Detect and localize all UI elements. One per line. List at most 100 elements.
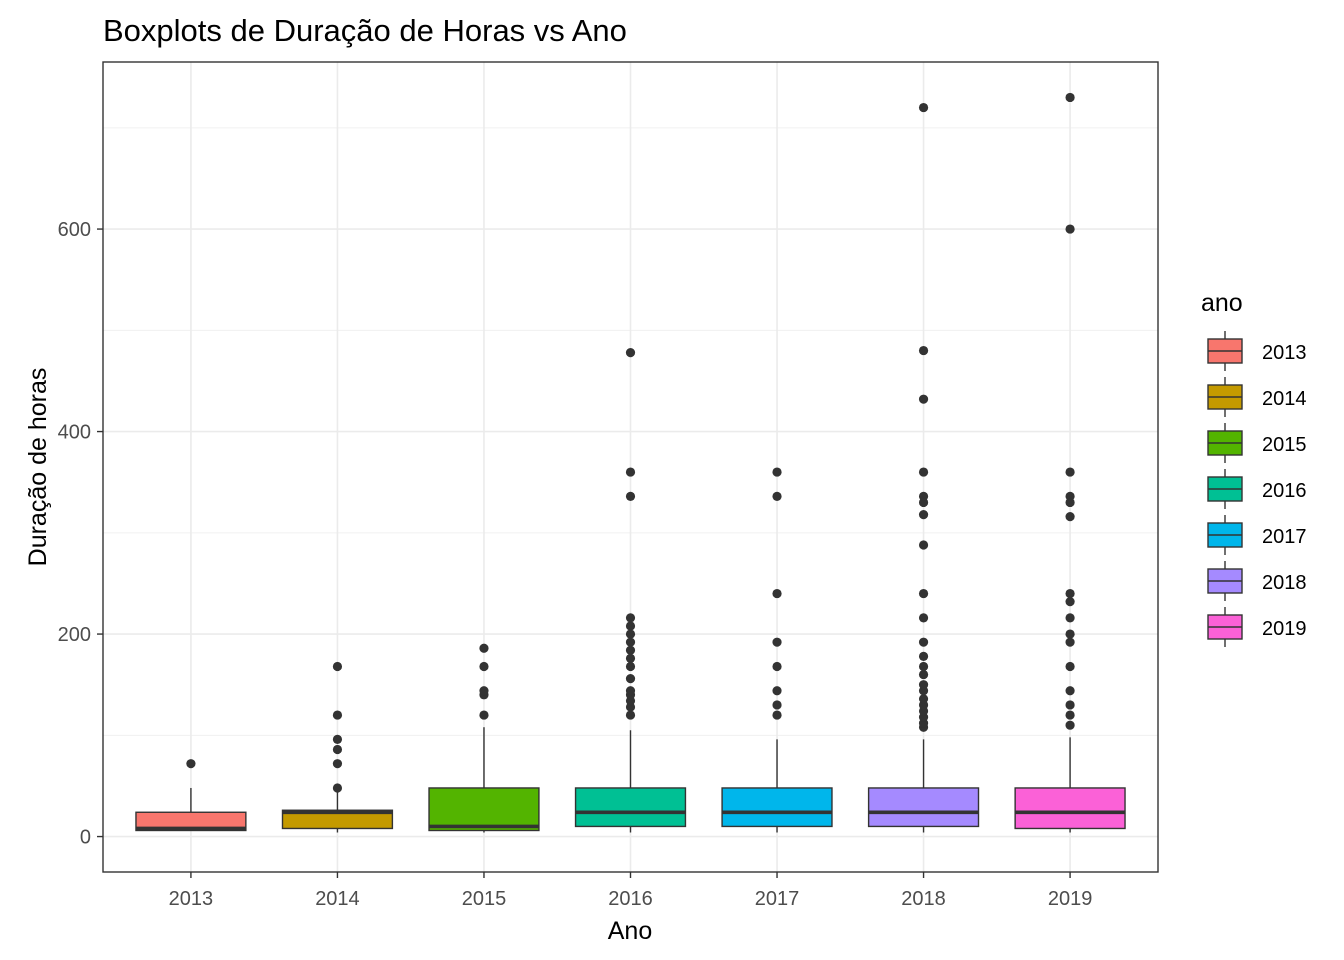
- x-tick-label: 2013: [169, 888, 214, 910]
- box-iqr: [867, 787, 980, 828]
- box-2018: [867, 102, 980, 833]
- outlier-point: [1065, 597, 1075, 607]
- x-tick-label: 2014: [315, 888, 360, 910]
- y-axis-title: Duração de horas: [24, 368, 52, 567]
- legend-label: 2014: [1262, 388, 1307, 410]
- outlier-point: [918, 540, 929, 550]
- outlier-point: [332, 661, 343, 672]
- box-2017: [721, 467, 833, 833]
- x-tick-label: 2019: [1048, 888, 1093, 910]
- outlier-point: [625, 629, 636, 639]
- legend-item-2019: 2019: [1207, 607, 1307, 647]
- x-tick-label: 2016: [608, 888, 653, 910]
- outlier-point: [625, 674, 636, 684]
- outlier-point: [1065, 637, 1075, 647]
- outlier-point: [479, 643, 489, 653]
- outlier-point: [625, 653, 636, 663]
- outlier-point: [332, 734, 343, 744]
- outlier-point: [332, 710, 343, 720]
- box-2019: [1014, 92, 1126, 833]
- outlier-point: [1065, 686, 1075, 696]
- outlier-point: [625, 347, 636, 358]
- outlier-point: [1065, 700, 1075, 710]
- legend-item-2014: 2014: [1207, 377, 1307, 417]
- outlier-point: [772, 588, 782, 599]
- box-2014: [281, 661, 394, 833]
- outlier-point: [918, 345, 929, 356]
- outlier-point: [1065, 661, 1075, 672]
- box-iqr: [1014, 787, 1126, 830]
- outlier-point: [625, 467, 636, 477]
- boxes: [135, 92, 1126, 833]
- outlier-point: [918, 102, 929, 113]
- outlier-point: [918, 588, 929, 599]
- x-tick-label: 2018: [901, 888, 946, 910]
- box-iqr: [428, 787, 540, 832]
- legend-item-2017: 2017: [1207, 515, 1307, 555]
- outlier-point: [1065, 588, 1075, 599]
- box-2013: [135, 759, 247, 832]
- outlier-point: [625, 613, 636, 623]
- outlier-point: [625, 686, 636, 696]
- outlier-point: [625, 637, 636, 647]
- legend-label: 2015: [1262, 434, 1307, 456]
- outlier-point: [332, 759, 343, 769]
- x-axis: 2013 2014 2015 2016 2017 2018 2019: [169, 872, 1093, 910]
- legend: ano 2013 2014 2015 2016 2017 2018 2019: [1201, 289, 1307, 647]
- legend-label: 2018: [1262, 572, 1307, 594]
- outlier-point: [332, 783, 343, 793]
- outlier-point: [772, 700, 782, 710]
- x-axis-title: Ano: [608, 917, 652, 945]
- outlier-point: [918, 613, 929, 623]
- outlier-point: [625, 491, 636, 501]
- outlier-point: [918, 394, 929, 404]
- legend-item-2013: 2013: [1207, 331, 1307, 371]
- outlier-point: [1065, 467, 1075, 477]
- outlier-point: [772, 637, 782, 647]
- outlier-point: [625, 661, 636, 672]
- y-axis: 0 200 400 600: [58, 219, 103, 849]
- legend-title: ano: [1201, 289, 1243, 317]
- y-tick-label: 200: [58, 624, 91, 646]
- outlier-point: [918, 509, 929, 520]
- legend-item-2018: 2018: [1207, 561, 1307, 601]
- outlier-point: [918, 491, 929, 501]
- outlier-point: [918, 637, 929, 647]
- y-tick-label: 0: [80, 827, 91, 849]
- outlier-point: [479, 661, 489, 672]
- outlier-point: [918, 694, 929, 704]
- outlier-point: [479, 686, 489, 696]
- legend-item-2015: 2015: [1207, 423, 1307, 463]
- outlier-point: [772, 491, 782, 501]
- x-tick-label: 2015: [462, 888, 507, 910]
- legend-item-2016: 2016: [1207, 469, 1307, 509]
- outlier-point: [772, 661, 782, 672]
- outlier-point: [479, 710, 489, 720]
- outlier-point: [332, 744, 343, 755]
- x-tick-label: 2017: [755, 888, 800, 910]
- outlier-point: [1065, 710, 1075, 720]
- outlier-point: [1065, 613, 1075, 623]
- box-iqr: [574, 787, 687, 828]
- outlier-point: [918, 669, 929, 680]
- outlier-point: [918, 680, 929, 690]
- outlier-point: [186, 759, 196, 769]
- box-iqr: [721, 787, 833, 828]
- outlier-point: [1065, 491, 1075, 501]
- legend-label: 2017: [1262, 526, 1307, 548]
- outlier-point: [772, 710, 782, 720]
- box-2015: [428, 643, 540, 833]
- outlier-point: [1065, 512, 1075, 522]
- legend-label: 2016: [1262, 480, 1307, 502]
- outlier-point: [1065, 224, 1075, 234]
- outlier-point: [625, 645, 636, 655]
- outlier-point: [1065, 92, 1075, 103]
- legend-label: 2019: [1262, 618, 1307, 640]
- outlier-point: [1065, 629, 1075, 639]
- y-tick-label: 600: [58, 219, 91, 241]
- y-tick-label: 400: [58, 422, 91, 444]
- outlier-point: [918, 467, 929, 477]
- chart-title: Boxplots de Duração de Horas vs Ano: [103, 13, 627, 48]
- outlier-point: [625, 710, 636, 720]
